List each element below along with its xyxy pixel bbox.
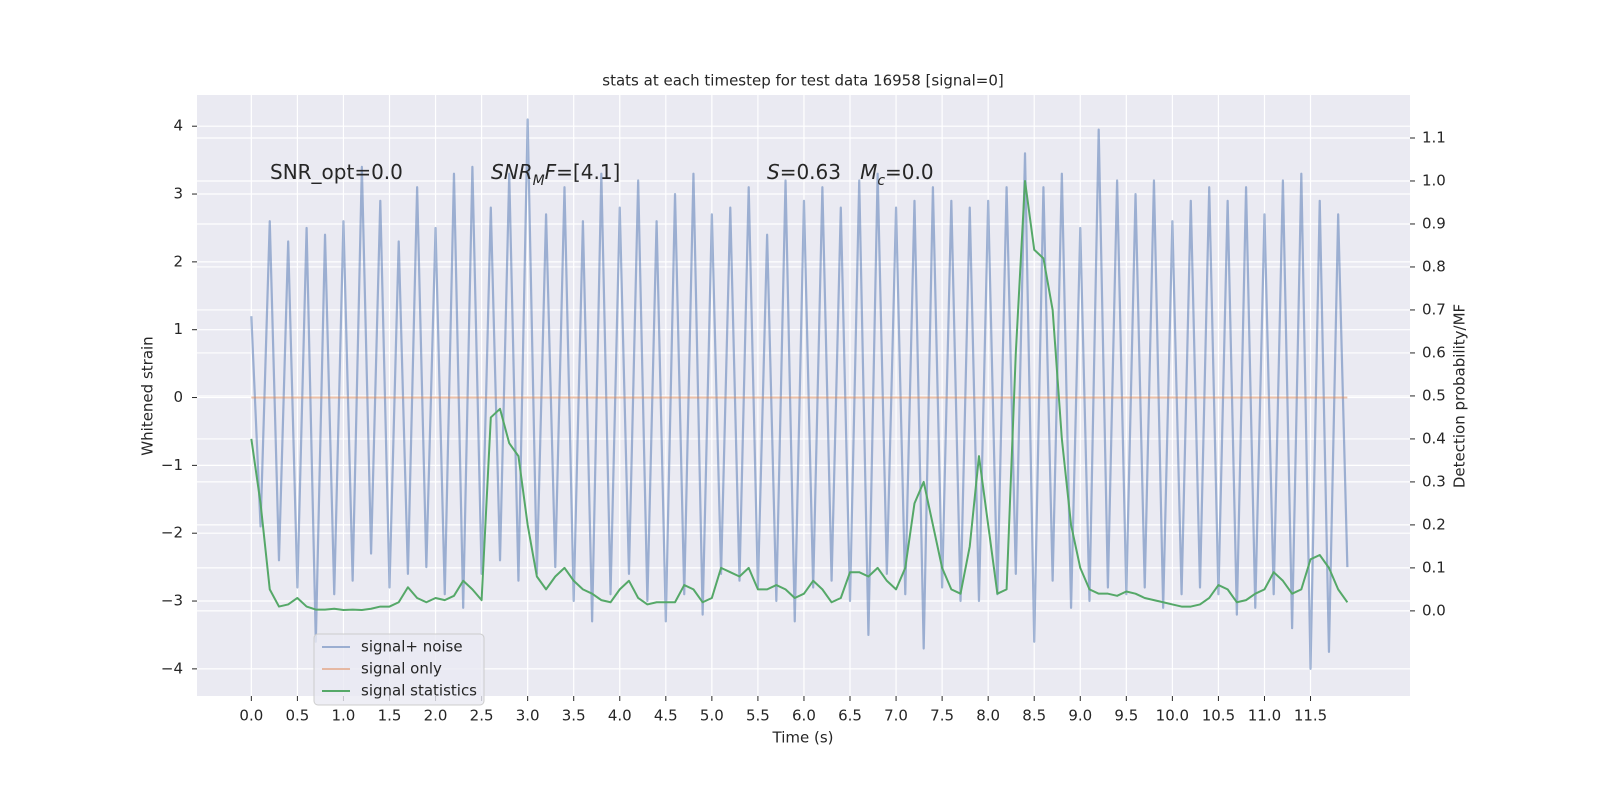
y2-tick-label: 1.1 bbox=[1422, 128, 1446, 146]
x-tick-label: 4.0 bbox=[608, 707, 632, 725]
x-tick-label: 10.0 bbox=[1156, 707, 1189, 725]
annotation-part: =0.0 bbox=[885, 160, 934, 184]
annotation-part: =[4.1] bbox=[556, 160, 620, 184]
y2-tick-label: 0.2 bbox=[1422, 515, 1446, 533]
y2-tick-label: 0.7 bbox=[1422, 300, 1446, 318]
x-tick-label: 7.0 bbox=[884, 707, 908, 725]
annotation-part: SNR_opt=0.0 bbox=[270, 160, 403, 184]
x-tick-label: 9.5 bbox=[1114, 707, 1138, 725]
annotation: S=0.63 Mc=0.0 bbox=[767, 160, 934, 190]
y2-axis-label: Detection probability/MF bbox=[1451, 304, 1469, 488]
x-tick-label: 8.5 bbox=[1022, 707, 1046, 725]
y-tick-label: −1 bbox=[161, 456, 183, 474]
x-tick-label: 5.0 bbox=[700, 707, 724, 725]
legend-label: signal statistics bbox=[361, 682, 477, 700]
x-tick-label: 7.5 bbox=[930, 707, 954, 725]
legend-label: signal+ noise bbox=[361, 638, 463, 656]
x-tick-label: 8.0 bbox=[976, 707, 1000, 725]
x-tick-label: 6.0 bbox=[792, 707, 816, 725]
annotation: SNRMF=[4.1] bbox=[491, 160, 620, 190]
y2-tick-label: 1.0 bbox=[1422, 171, 1446, 189]
x-tick-label: 10.5 bbox=[1202, 707, 1235, 725]
y2-tick-label: 0.9 bbox=[1422, 214, 1446, 232]
annotation-part: M bbox=[860, 160, 877, 184]
annotation-part: SNR bbox=[491, 160, 533, 184]
y2-tick-label: 0.3 bbox=[1422, 472, 1446, 490]
y2-tick-label: 0.4 bbox=[1422, 429, 1446, 447]
x-tick-label: 2.5 bbox=[470, 707, 494, 725]
y-tick-label: 3 bbox=[173, 185, 183, 203]
x-axis-label: Time (s) bbox=[772, 729, 834, 747]
legend bbox=[313, 633, 485, 706]
x-tick-label: 3.5 bbox=[562, 707, 586, 725]
y2-tick-label: 0.8 bbox=[1422, 257, 1446, 275]
y-tick-label: −4 bbox=[161, 659, 183, 677]
x-tick-label: 0.5 bbox=[285, 707, 309, 725]
x-tick-label: 5.5 bbox=[746, 707, 770, 725]
x-tick-label: 6.5 bbox=[838, 707, 862, 725]
y-tick-label: 0 bbox=[173, 388, 183, 406]
x-tick-label: 0.0 bbox=[239, 707, 263, 725]
y-tick-label: −2 bbox=[161, 524, 183, 542]
y2-tick-label: 0.1 bbox=[1422, 558, 1446, 576]
y2-tick-label: 0.5 bbox=[1422, 386, 1446, 404]
annotation-part: S bbox=[767, 160, 780, 184]
y-tick-label: 1 bbox=[173, 320, 183, 338]
annotation-part: M bbox=[533, 173, 545, 189]
x-tick-label: 2.0 bbox=[424, 707, 448, 725]
y-axis-label: Whitened strain bbox=[139, 336, 157, 455]
annotation: SNR_opt=0.0 bbox=[270, 160, 403, 184]
annotation-part: c bbox=[877, 173, 885, 189]
y2-tick-label: 0.0 bbox=[1422, 601, 1446, 619]
annotation-part: =0.63 bbox=[780, 160, 860, 184]
x-tick-label: 4.5 bbox=[654, 707, 678, 725]
x-tick-label: 1.0 bbox=[332, 707, 356, 725]
series-line bbox=[250, 118, 1349, 670]
y-tick-label: 4 bbox=[173, 117, 183, 135]
x-tick-label: 9.0 bbox=[1068, 707, 1092, 725]
y-tick-label: −3 bbox=[161, 592, 183, 610]
y2-tick-label: 0.6 bbox=[1422, 343, 1446, 361]
x-tick-label: 1.5 bbox=[378, 707, 402, 725]
series-line bbox=[250, 179, 1349, 612]
x-tick-label: 11.0 bbox=[1248, 707, 1281, 725]
x-tick-label: 3.0 bbox=[516, 707, 540, 725]
annotation-part: F bbox=[545, 160, 557, 184]
x-tick-label: 11.5 bbox=[1294, 707, 1327, 725]
y-tick-label: 2 bbox=[173, 252, 183, 270]
chart-title: stats at each timestep for test data 169… bbox=[602, 72, 1003, 90]
legend-label: signal only bbox=[361, 660, 442, 678]
